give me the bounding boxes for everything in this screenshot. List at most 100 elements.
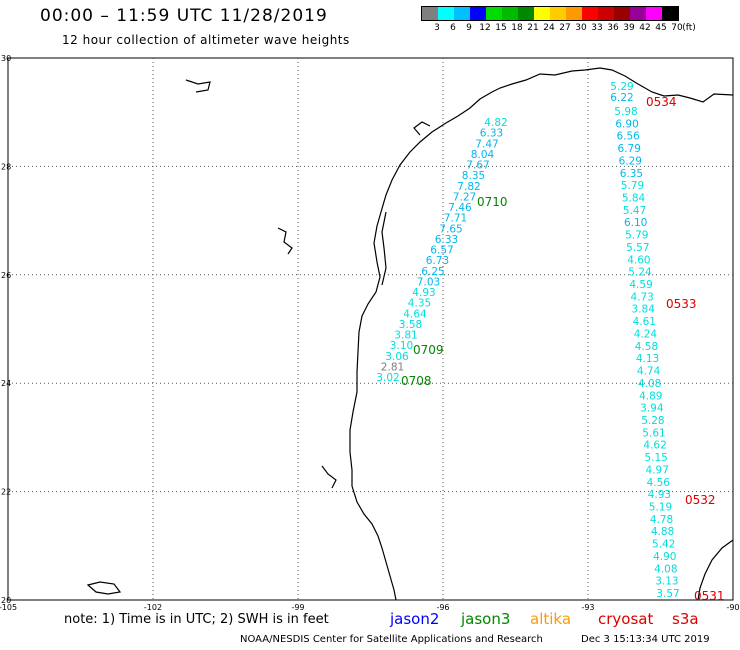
- swh-value: 4.61: [633, 316, 656, 328]
- swh-value: 7.46: [448, 202, 472, 214]
- swh-value: 7.71: [444, 213, 467, 225]
- legend-swatch-6: [438, 7, 454, 20]
- yucatan-outline: [86, 581, 122, 595]
- footnote: note: 1) Time is in UTC; 2) SWH is in fe…: [64, 612, 329, 627]
- legend-label-33: 33: [591, 23, 603, 33]
- swh-value: 4.13: [636, 353, 659, 365]
- label-0709: 0709: [413, 343, 444, 357]
- lat-lon-grid: [8, 58, 733, 600]
- legend-label-24: 24: [543, 23, 555, 33]
- label-0708: 0708: [401, 374, 432, 388]
- swh-value: 6.79: [618, 143, 641, 155]
- swh-value: 5.42: [652, 539, 675, 551]
- swh-value: 6.22: [610, 92, 633, 104]
- bay-inlet: [413, 121, 431, 136]
- mission-s3a: s3a: [672, 610, 699, 628]
- lat-tick-26: 26: [1, 271, 11, 280]
- pass-time-labels: 0534 0710 0533 0709 0708 0532 0531: [401, 95, 725, 603]
- label-0532: 0532: [685, 493, 716, 507]
- swh-value: 5.29: [610, 81, 633, 93]
- legend-swatch-36: [598, 7, 614, 20]
- label-0534: 0534: [646, 95, 677, 109]
- swh-value: 5.47: [623, 205, 646, 217]
- swh-value: 5.79: [625, 230, 648, 242]
- lon-tick--93: -93: [581, 603, 594, 612]
- swh-value: 6.90: [615, 118, 638, 130]
- swh-value: 3.10: [390, 340, 413, 352]
- legend-label-30: 30: [575, 23, 587, 33]
- swh-value: 4.24: [634, 328, 658, 340]
- swh-value: 5.57: [626, 242, 649, 254]
- legend-unit: (ft): [682, 23, 696, 33]
- swh-value: 8.35: [462, 170, 485, 182]
- swh-value: 4.59: [629, 279, 652, 291]
- legend-swatch-27: [550, 7, 566, 20]
- legend-swatches: [421, 6, 679, 21]
- barrier-island: [381, 211, 387, 286]
- swh-value: 7.67: [466, 160, 489, 172]
- swh-value: 4.35: [408, 298, 431, 310]
- legend-swatch-3: [422, 7, 438, 20]
- lake-outline: [277, 227, 293, 255]
- lat-tick-24: 24: [1, 379, 11, 388]
- swh-value: 5.98: [614, 106, 637, 118]
- swh-value: 4.93: [648, 489, 671, 501]
- swh-value: 4.89: [639, 390, 662, 402]
- lat-tick-28: 28: [1, 162, 11, 171]
- track-0533: 5.986.906.566.796.296.355.795.845.476.10…: [614, 106, 679, 600]
- legend-swatch-9: [454, 7, 470, 20]
- swh-value: 4.56: [647, 477, 671, 489]
- swh-value: 4.08: [654, 563, 677, 575]
- legend-label-39: 39: [623, 23, 635, 33]
- swh-value: 6.56: [616, 131, 640, 143]
- lat-tick-20: 20: [1, 596, 11, 605]
- credit-line: NOAA/NESDIS Center for Satellite Applica…: [240, 634, 543, 645]
- legend-swatch-15: [486, 7, 502, 20]
- lon-tick--96: -96: [436, 603, 449, 612]
- lat-tick-22: 22: [1, 488, 11, 497]
- swh-value: 5.15: [644, 452, 667, 464]
- legend-label-12: 12: [479, 23, 491, 33]
- swh-value: 4.62: [643, 440, 666, 452]
- legend-label-6: 6: [450, 23, 456, 33]
- map-frame: [7, 57, 734, 601]
- generation-time: Dec 3 15:13:34 UTC 2019: [581, 634, 710, 645]
- swh-value: 5.79: [621, 180, 644, 192]
- wave-height-legend: 3 6 9 12 15 18 21 24 27 30 33 36 39 42 45 70 (ft): [421, 6, 696, 33]
- label-0531: 0531: [694, 589, 725, 603]
- mission-jason3: jason3: [461, 610, 511, 628]
- lon-tick--105: -105: [0, 603, 17, 612]
- swh-value: 5.19: [649, 501, 672, 513]
- swh-value: 6.29: [619, 155, 642, 167]
- track-0710: 4.826.337.478.047.678.357.827.277.467.71…: [376, 117, 507, 384]
- legend-label-45: 45: [655, 23, 667, 33]
- swh-value: 3.58: [399, 319, 422, 331]
- swh-value: 4.97: [646, 464, 669, 476]
- swh-value: 5.28: [641, 415, 664, 427]
- legend-label-9: 9: [466, 23, 472, 33]
- legend-swatch-33: [582, 7, 598, 20]
- swh-value: 4.60: [627, 254, 650, 266]
- swh-value: 4.78: [650, 514, 673, 526]
- legend-label-21: 21: [527, 23, 539, 33]
- track-0534: 5.296.22: [610, 81, 633, 104]
- swh-value: 3.94: [640, 403, 664, 415]
- lat-tick-30: 30: [1, 54, 11, 63]
- swh-value: 4.74: [637, 366, 661, 378]
- legend-label-27: 27: [559, 23, 571, 33]
- coastline-east: [697, 539, 734, 601]
- map-subtitle: 12 hour collection of altimeter wave hei…: [62, 33, 350, 47]
- mission-cryosat: cryosat: [598, 610, 654, 628]
- swh-value: 6.57: [430, 245, 453, 257]
- altimeter-tracks: 4.826.337.478.047.678.357.827.277.467.71…: [376, 81, 679, 600]
- legend-labels: 3 6 9 12 15 18 21 24 27 30 33 36 39 42 45 70 (ft): [421, 21, 696, 33]
- legend-label-18: 18: [511, 23, 523, 33]
- swh-value: 6.33: [480, 128, 503, 140]
- legend-swatch-12: [470, 7, 486, 20]
- axis-tick-labels: -105 -102 -99 -96 -93 -90 30 28 26 24 22 20: [0, 54, 740, 612]
- swh-value: 4.73: [630, 291, 653, 303]
- lon-tick--90: -90: [726, 603, 739, 612]
- legend-label-70: 70: [671, 23, 683, 33]
- swh-value: 4.90: [653, 551, 676, 563]
